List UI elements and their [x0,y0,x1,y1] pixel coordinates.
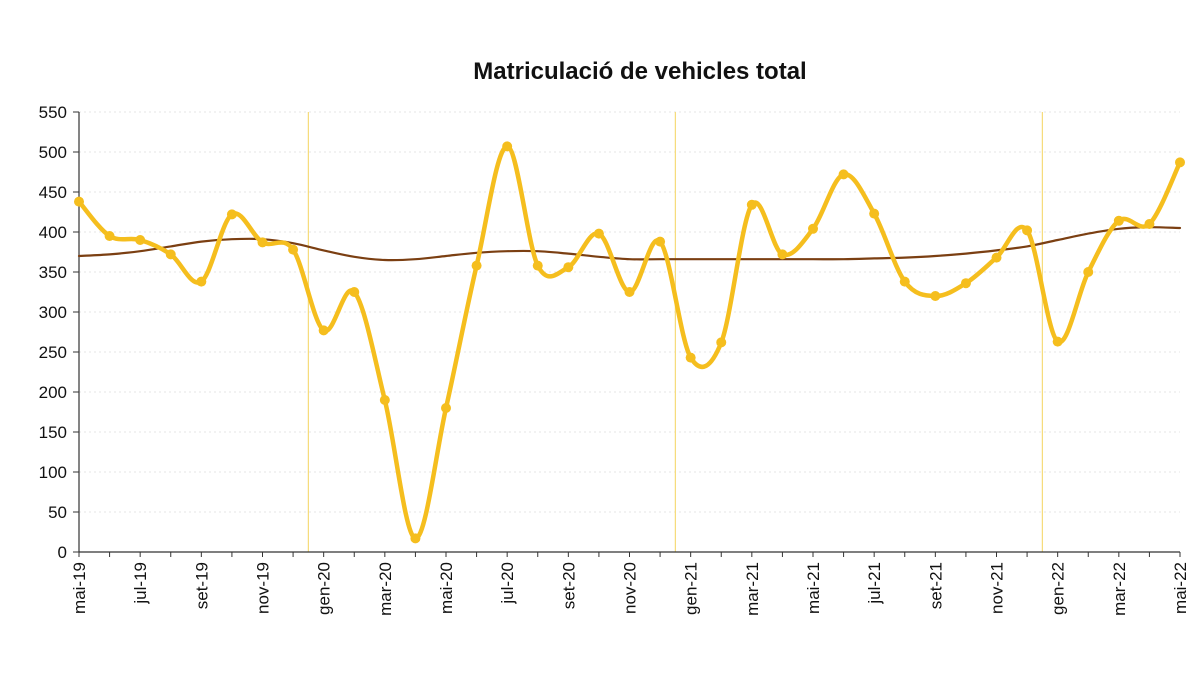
data-point [655,236,666,247]
y-tick-label: 50 [48,503,67,522]
data-point [1144,219,1155,229]
data-point [1113,215,1124,226]
data-point [808,223,818,234]
data-point [104,231,115,241]
y-tick-label: 300 [39,303,67,322]
data-point [410,533,421,544]
data-point [1052,336,1063,347]
data-point [685,352,696,363]
data-point [349,287,360,297]
data-point [930,291,941,301]
data-point [593,228,604,239]
x-tick-label: mar-21 [743,562,762,616]
main-series-line [76,144,1183,541]
x-tick-label: mai-19 [70,562,89,614]
data-point [1022,225,1033,236]
x-tick-label: jul-20 [498,562,517,605]
x-tick-label: jul-19 [131,562,150,605]
x-tick-label: set-19 [192,562,211,609]
data-point [746,199,757,210]
x-tick-label: set-20 [559,562,578,609]
data-point [991,252,1002,263]
x-tick-label: mai-20 [437,562,456,614]
data-point [165,249,176,260]
data-point [624,287,635,297]
data-point [196,276,207,287]
x-tick-label: gen-22 [1049,562,1068,615]
data-point [288,244,299,255]
y-tick-label: 200 [39,383,67,402]
data-point [563,262,574,273]
data-point [960,278,971,289]
x-tick-label: mai-22 [1171,562,1190,614]
y-tick-label: 350 [39,263,67,282]
x-tick-label: jul-21 [865,562,884,605]
data-point [1083,267,1094,277]
y-tick-label: 450 [39,183,67,202]
data-point [318,325,329,336]
x-tick-label: nov-20 [621,562,640,614]
chart-title: Matriculació de vehicles total [473,58,807,85]
data-point [257,237,268,248]
data-point [379,395,390,405]
y-tick-label: 550 [39,103,67,122]
data-point [869,208,880,219]
y-tick-label: 500 [39,143,67,162]
data-point [532,260,543,271]
y-tick-label: 100 [39,463,67,482]
x-tick-label: nov-21 [988,562,1007,614]
data-point [74,196,84,207]
y-tick-label: 150 [39,423,67,442]
data-point [1175,157,1185,168]
x-tick-label: mar-20 [376,562,395,616]
data-point [441,403,451,413]
y-tick-label: 250 [39,343,67,362]
x-tick-label: mai-21 [804,562,823,614]
x-tick-label: mar-22 [1110,562,1129,616]
data-point [899,276,910,287]
x-tick-label: gen-21 [682,562,701,615]
data-point [226,209,237,220]
data-point [135,235,146,245]
x-tick-label: nov-19 [254,562,273,614]
data-point [838,169,849,180]
y-tick-label: 0 [58,543,67,562]
data-point [716,337,727,348]
x-tick-label: set-21 [926,562,945,609]
data-point [471,260,482,271]
data-point [502,141,513,152]
y-tick-label: 400 [39,223,67,242]
data-point [777,249,788,260]
x-tick-label: gen-20 [315,562,334,615]
